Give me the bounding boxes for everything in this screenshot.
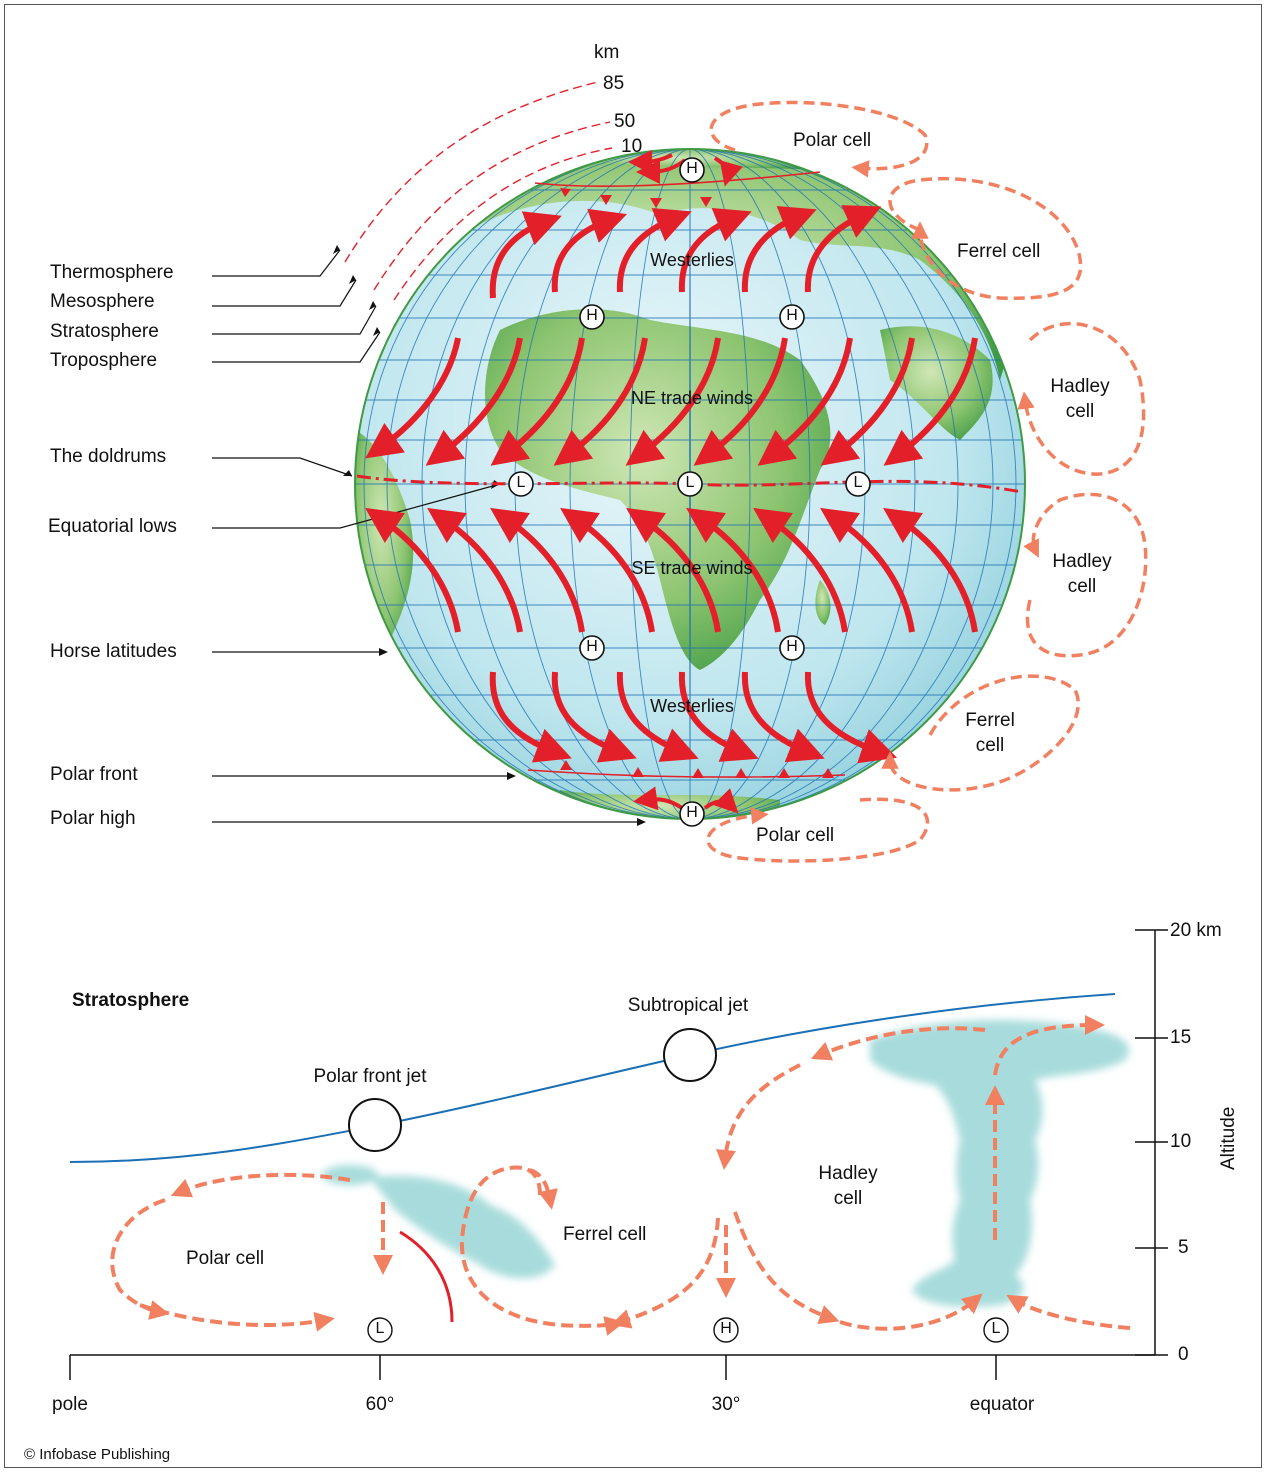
hadley-top-line2: cell xyxy=(1065,401,1095,422)
x-axis xyxy=(69,1354,1155,1380)
hadley-bottom-line2: cell xyxy=(1067,576,1097,597)
ferrel-cell-bottom-loop xyxy=(881,674,1080,792)
polar-cs-label: Polar cell xyxy=(186,1248,265,1269)
westerlies-south-arrows xyxy=(489,671,898,764)
globe-cell-loops xyxy=(706,100,1148,863)
surface-low-60-l: L xyxy=(375,1320,385,1337)
horse-lat-n1-h: H xyxy=(586,307,598,324)
ferrel-bottom-line2: cell xyxy=(975,735,1005,756)
polar-front-south xyxy=(527,760,846,778)
y-tick-5: 5 xyxy=(1178,1237,1189,1258)
ferrel-cs-label: Ferrel cell xyxy=(563,1224,647,1245)
alt-unit-label: km xyxy=(594,42,620,63)
hadley-flow-top xyxy=(810,1026,986,1061)
ferrel-flow-top xyxy=(459,1165,625,1336)
hadley-cs-line1: Hadley xyxy=(818,1163,878,1184)
polar-cell-bottom-loop xyxy=(706,797,930,863)
doldrums-label: The doldrums xyxy=(50,446,167,467)
y-tick-10: 10 xyxy=(1170,1131,1192,1152)
hadley-cell-bottom-loop xyxy=(1023,492,1148,658)
polar-easterlies-south xyxy=(633,786,739,814)
polar-cell-flow-left xyxy=(110,1198,170,1320)
ferrel-flow-right xyxy=(610,1217,720,1329)
updraft-split-right xyxy=(993,1015,1105,1076)
stratosphere-title: Stratosphere xyxy=(72,990,190,1011)
tropopause-line xyxy=(69,993,1116,1163)
y-axis-label: Altitude xyxy=(1218,1106,1239,1170)
thermosphere-label: Thermosphere xyxy=(50,262,174,283)
polar-cell-top-loop xyxy=(709,100,929,178)
x-tick-60: 60° xyxy=(365,1394,395,1415)
polar-cell-top-label: Polar cell xyxy=(793,130,872,151)
y-axis xyxy=(1135,929,1168,1356)
ferrel-bottom-line1: Ferrel xyxy=(965,710,1015,731)
alt-50-label: 50 xyxy=(614,111,636,132)
hadley-flow-bottom xyxy=(733,1211,840,1325)
westerlies-north-arrows xyxy=(489,205,882,299)
westerlies-north-label: Westerlies xyxy=(650,250,734,270)
surface-pressure-circles xyxy=(367,1317,1009,1343)
hadley-flow-left xyxy=(716,1063,801,1170)
x-tick-pole: pole xyxy=(52,1394,88,1415)
figure-frame xyxy=(4,4,1262,1468)
equatorial-lows-label: Equatorial lows xyxy=(48,516,177,537)
se-trade-winds-label: SE trade winds xyxy=(631,558,753,578)
subtropical-jet-circle xyxy=(663,1028,717,1082)
hadley-top-line1: Hadley xyxy=(1050,376,1110,397)
hadley-cs-line2: cell xyxy=(833,1188,863,1209)
x-tick-equator: equator xyxy=(969,1394,1035,1415)
ne-trade-arrows xyxy=(365,337,978,466)
polar-front-jet-circle xyxy=(348,1098,402,1152)
leader-lines xyxy=(212,249,642,823)
polar-front-north xyxy=(534,171,821,208)
polar-cell-flow-top xyxy=(170,1172,351,1198)
credit: © Infobase Publishing xyxy=(24,1446,171,1463)
alt-10-label: 10 xyxy=(621,136,643,157)
troposphere-label: Troposphere xyxy=(50,350,158,371)
leader-arrowheads xyxy=(333,245,646,826)
ne-trade-winds-label: NE trade winds xyxy=(630,388,754,408)
hadley-cell-top-loop xyxy=(1017,321,1146,476)
mesosphere-label: Mesosphere xyxy=(50,291,155,312)
atmosphere-arcs xyxy=(344,81,613,301)
hadley-bottom-line1: Hadley xyxy=(1052,551,1112,572)
polar-front-curve xyxy=(399,1230,454,1323)
y-tick-15: 15 xyxy=(1170,1027,1192,1048)
polar-high-north-h: H xyxy=(686,160,698,177)
alt-85-label: 85 xyxy=(603,73,625,94)
eq-low-3-l: L xyxy=(853,474,863,491)
cross-section-flows xyxy=(110,1015,1131,1336)
horse-lat-s2-h: H xyxy=(786,638,798,655)
horse-latitudes-label: Horse latitudes xyxy=(50,641,177,662)
polar-high-south-h: H xyxy=(686,804,698,821)
westerlies-south-label: Westerlies xyxy=(650,696,734,716)
ferrel-flow-top-arrow xyxy=(529,1168,558,1210)
globe-pressure-circles xyxy=(508,157,871,827)
polar-front-label: Polar front xyxy=(50,764,138,785)
ferrel-cell-top-label: Ferrel cell xyxy=(957,241,1041,262)
eq-low-2-l: L xyxy=(685,474,695,491)
eq-low-1-l: L xyxy=(516,474,526,491)
subtropical-jet-label: Subtropical jet xyxy=(627,995,749,1016)
polar-cell-bottom-label: Polar cell xyxy=(756,825,835,846)
surface-low-eq-l: L xyxy=(991,1320,1001,1337)
hadley-flow-right-in xyxy=(1006,1294,1131,1330)
surface-high-30-h: H xyxy=(720,1320,732,1337)
polar-front-jet-label: Polar front jet xyxy=(313,1066,427,1087)
polar-cell-flow-bottom xyxy=(139,1303,335,1332)
se-trade-arrows xyxy=(365,507,978,633)
horse-lat-n2-h: H xyxy=(786,307,798,324)
y-tick-0: 0 xyxy=(1178,1344,1189,1365)
horse-lat-s1-h: H xyxy=(586,638,598,655)
x-tick-30: 30° xyxy=(711,1394,741,1415)
polar-high-label: Polar high xyxy=(50,808,136,829)
y-tick-20km: 20 km xyxy=(1170,920,1222,941)
stratosphere-layer-label: Stratosphere xyxy=(50,321,159,342)
